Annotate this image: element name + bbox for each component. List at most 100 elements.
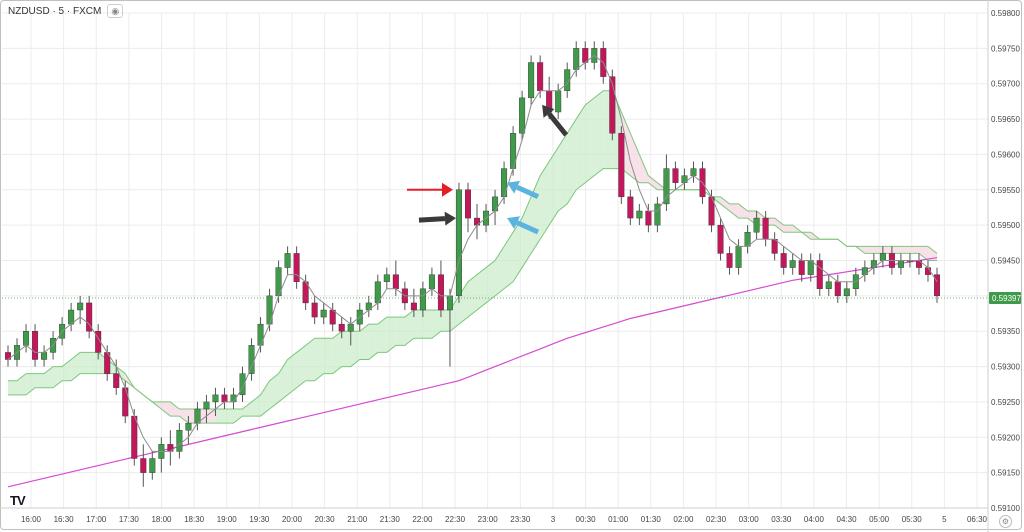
x-tick-label: 21:00 (347, 515, 368, 524)
ma-cloud-segment (585, 97, 595, 183)
y-tick-label: 0.59450 (991, 257, 1020, 266)
candle-up (519, 97, 526, 134)
candle-down (410, 302, 417, 311)
candle-down (86, 302, 93, 332)
ma-cloud-segment (359, 324, 369, 360)
ma-cloud-segment (71, 352, 81, 381)
ma-cloud-segment (314, 338, 324, 381)
candle-up (320, 309, 327, 318)
ma-cloud-segment (927, 246, 937, 261)
ma-cloud-segment (882, 246, 892, 254)
candle-up (455, 189, 462, 297)
ma-cloud-segment (287, 352, 297, 395)
candle-down (113, 373, 120, 388)
x-tick-label: 03:00 (739, 515, 760, 524)
candle-up (843, 288, 850, 297)
x-tick-label: 22:30 (445, 515, 466, 524)
ma-cloud-segment (630, 133, 640, 183)
x-tick-label: 02:30 (706, 515, 727, 524)
candle-down (645, 210, 652, 226)
ma-cloud-segment (449, 295, 459, 332)
candle-up (212, 394, 219, 403)
x-tick-label: 01:00 (608, 515, 629, 524)
ma-cloud-upper-line (8, 90, 938, 410)
y-tick-label: 0.59500 (991, 221, 1020, 230)
ma-cloud-segment (729, 203, 739, 219)
y-tick-label: 0.59800 (991, 9, 1020, 18)
candle-up (257, 323, 264, 346)
candle-up (239, 373, 246, 396)
tradingview-logo[interactable]: TV (10, 493, 26, 508)
candle-up (419, 288, 426, 311)
ma-cloud-segment (864, 246, 874, 254)
dark-arrow-entry (418, 211, 456, 226)
dark-arrow-peak (542, 104, 569, 137)
ma-cloud-segment (477, 267, 487, 310)
y-tick-label: 0.59650 (991, 115, 1020, 124)
y-tick-label: 0.59550 (991, 186, 1020, 195)
ma-cloud-segment (738, 203, 748, 219)
candle-up (528, 62, 535, 99)
x-tick-label: 06:30 (967, 515, 988, 524)
x-tick-label: 03:30 (771, 515, 792, 524)
candle-up (284, 253, 291, 268)
eye-icon[interactable]: ◉ (107, 4, 124, 18)
ma-cloud-segment (909, 246, 919, 254)
y-tick-label: 0.59750 (991, 44, 1020, 53)
candle-down (717, 224, 724, 254)
x-tick-label: 16:00 (21, 515, 42, 524)
candle-up (573, 48, 580, 70)
x-tick-label: 04:00 (804, 515, 825, 524)
candle-down (780, 253, 787, 268)
blue-arrow-lower (507, 216, 540, 235)
candle-down (762, 217, 769, 240)
candle-down (338, 323, 345, 332)
candle-down (392, 274, 399, 289)
settings-gear-icon[interactable]: ⚙ (999, 515, 1012, 528)
x-tick-label: 05:00 (869, 515, 890, 524)
ma-cloud-segment (386, 317, 396, 353)
candle-up (555, 90, 562, 113)
candle-up (825, 281, 832, 289)
ma-cloud-segment (413, 310, 423, 339)
x-tick-label: 5 (942, 515, 947, 524)
ma-cloud-segment (323, 338, 333, 374)
candle-up (789, 260, 796, 268)
symbol-title: NZDUSD · 5 · FXCM (8, 5, 102, 17)
x-tick-label: 02:00 (673, 515, 694, 524)
candle-up (663, 168, 670, 205)
candle-up (636, 210, 643, 219)
ma-cloud-segment (260, 380, 270, 417)
ma-cloud-segment (558, 133, 568, 211)
ma-cloud-segment (224, 409, 234, 424)
x-tick-label: 19:30 (249, 515, 270, 524)
ma-cloud-segment (549, 147, 559, 226)
ma-cloud-segment (440, 310, 450, 332)
candle-up (753, 217, 760, 233)
x-tick-label: 01:30 (641, 515, 662, 524)
ma-cloud-segment (350, 331, 360, 367)
candle-down (32, 331, 39, 360)
candle-down (122, 387, 129, 417)
blue-arrow-upper (507, 180, 540, 199)
candle-up (501, 168, 508, 198)
candle-down (627, 196, 634, 219)
candle-up (383, 274, 390, 282)
ma-cloud-segment (422, 310, 432, 339)
x-tick-label: 20:00 (282, 515, 303, 524)
candle-up (176, 430, 183, 452)
x-tick-label: 18:30 (184, 515, 205, 524)
x-tick-label: 23:00 (478, 515, 499, 524)
ma-cloud-segment (368, 324, 378, 360)
ma-cloud-segment (170, 401, 180, 417)
ma-cloud-segment (467, 274, 478, 318)
ma-cloud-segment (522, 196, 532, 268)
ma-cloud-segment (873, 246, 883, 254)
ma-cloud-segment (233, 409, 243, 424)
ma-cloud-segment (161, 401, 171, 417)
candle-up (897, 260, 904, 268)
candle-down (311, 302, 318, 318)
candle-up (41, 352, 48, 360)
y-tick-label: 0.59300 (991, 363, 1020, 372)
